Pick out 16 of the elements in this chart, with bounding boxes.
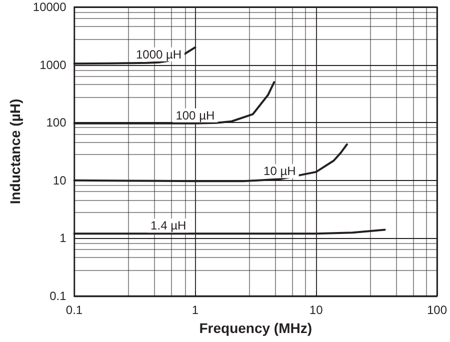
y-axis-title: Inductance (µH) (7, 98, 23, 204)
series-label: 1.4 µH (150, 218, 186, 233)
x-axis-title: Frequency (MHz) (199, 320, 312, 336)
series-label: 10 µH (264, 164, 296, 178)
series-label: 1000 µH (136, 47, 182, 62)
x-tick-label: 1 (192, 303, 199, 317)
y-tick-label: 100 (46, 116, 67, 130)
x-tick-label: 100 (426, 303, 448, 317)
y-tick-label: 1000 (40, 58, 67, 72)
y-tick-label: 0.1 (50, 289, 67, 303)
series-label: 100 µH (176, 108, 215, 122)
y-tick-label: 1 (60, 231, 67, 246)
y-tick-label: 10 (52, 173, 67, 188)
y-tick-label: 10000 (32, 0, 67, 14)
x-tick-label: 0.1 (66, 303, 83, 317)
x-tick-label: 10 (309, 303, 324, 317)
